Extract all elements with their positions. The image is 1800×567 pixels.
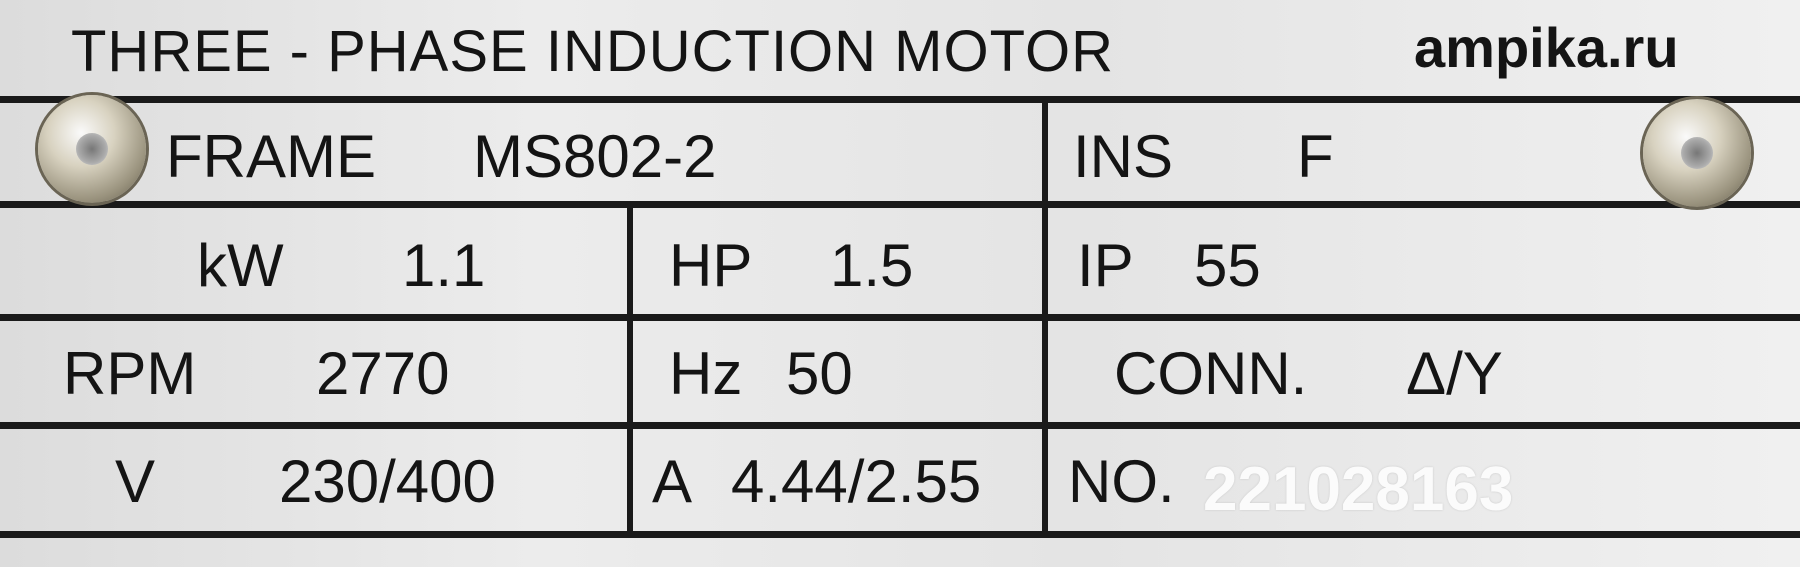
rpm-value: 2770 (316, 340, 450, 407)
hz-value: 50 (786, 340, 853, 407)
frame-value: MS802-2 (473, 123, 717, 190)
screw-icon (1643, 99, 1751, 207)
divider (0, 422, 1800, 429)
ip-value: 55 (1194, 232, 1261, 299)
brand-watermark: ampika.ru (1414, 16, 1679, 79)
ins-label: INS (1073, 123, 1174, 190)
hp-value: 1.5 (830, 232, 914, 299)
frame-label: FRAME (166, 123, 376, 190)
conn-value: Δ/Y (1406, 340, 1503, 407)
serial-value: 221028163 (1203, 455, 1514, 524)
ip-label: IP (1077, 232, 1134, 299)
ins-value: F (1297, 123, 1334, 190)
conn-label: CONN. (1114, 340, 1308, 407)
kw-label: kW (197, 232, 284, 299)
divider (0, 96, 1800, 103)
hp-label: HP (669, 232, 753, 299)
divider (0, 314, 1800, 321)
voltage-label: V (115, 448, 156, 515)
divider (0, 531, 1800, 538)
divider (1042, 96, 1048, 538)
screw-icon (38, 95, 146, 203)
hz-label: Hz (669, 340, 743, 407)
current-label: A (652, 448, 693, 515)
serial-label: NO. (1068, 448, 1175, 515)
rpm-label: RPM (63, 340, 197, 407)
voltage-value: 230/400 (279, 448, 496, 515)
plate-title: THREE - PHASE INDUCTION MOTOR (71, 19, 1114, 84)
kw-value: 1.1 (402, 232, 486, 299)
divider (627, 201, 633, 538)
divider (0, 201, 1800, 208)
current-value: 4.44/2.55 (731, 448, 982, 515)
